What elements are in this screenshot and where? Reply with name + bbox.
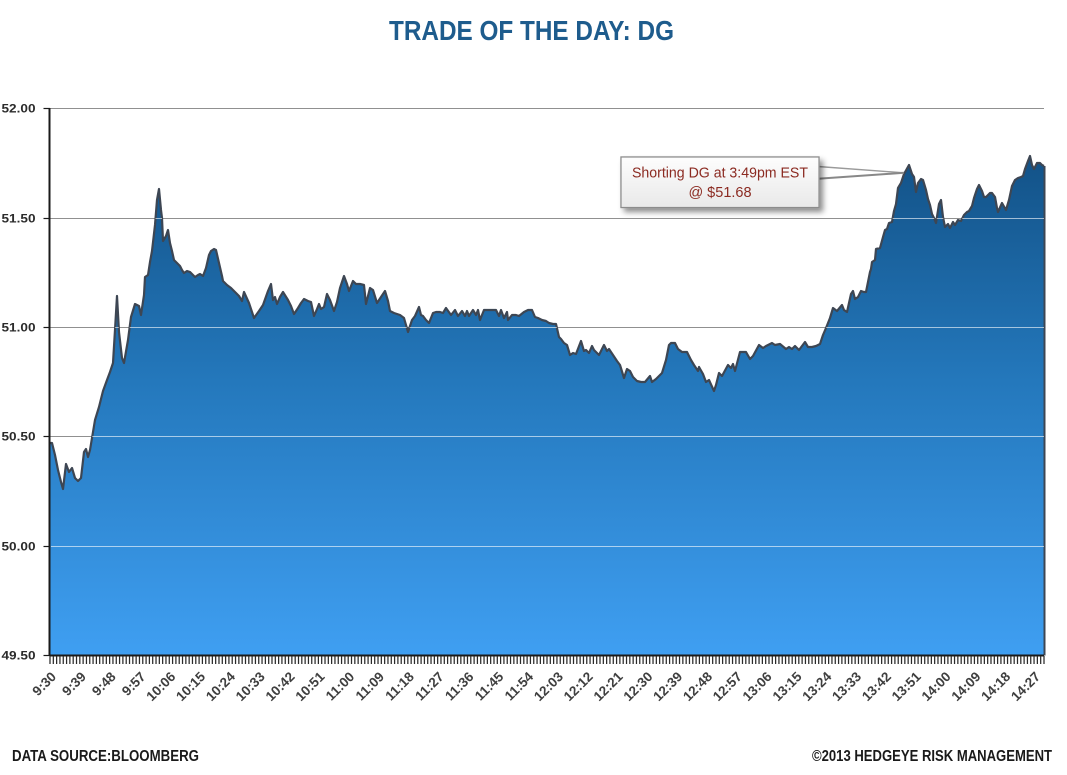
svg-text:49.50: 49.50 xyxy=(2,651,36,663)
svg-text:50.50: 50.50 xyxy=(2,432,36,444)
svg-text:51.00: 51.00 xyxy=(2,323,36,335)
svg-text:Shorting DG at 3:49pm EST: Shorting DG at 3:49pm EST xyxy=(632,166,808,182)
svg-text:51.50: 51.50 xyxy=(2,214,36,226)
svg-text:DATA SOURCE:BLOOMBERG: DATA SOURCE:BLOOMBERG xyxy=(12,748,199,765)
svg-text:©2013 HEDGEYE RISK MANAGEMENT: ©2013 HEDGEYE RISK MANAGEMENT xyxy=(812,748,1052,765)
svg-text:50.00: 50.00 xyxy=(2,542,36,554)
svg-text:52.00: 52.00 xyxy=(2,104,36,116)
svg-text:@ $51.68: @ $51.68 xyxy=(688,185,751,201)
svg-text:TRADE OF THE DAY: DG: TRADE OF THE DAY: DG xyxy=(389,15,674,46)
